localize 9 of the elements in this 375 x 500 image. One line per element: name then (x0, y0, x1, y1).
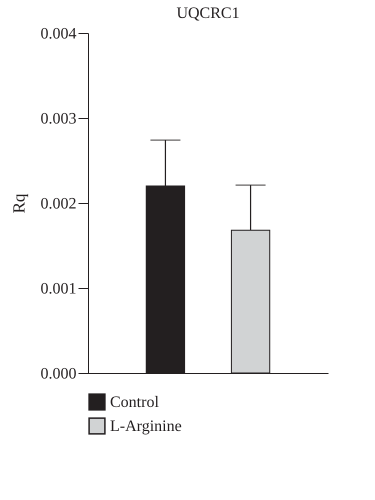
y-tick-label: 0.000 (40, 366, 76, 382)
legend-label: L-Arginine (110, 418, 182, 435)
y-tick-label: 0.004 (40, 26, 76, 42)
y-tick-label: 0.001 (40, 280, 76, 298)
chart-title: UQCRC1 (176, 5, 240, 22)
legend-label: Control (110, 394, 160, 411)
y-tick-label: 0.002 (40, 196, 76, 212)
y-axis-title: Rq (10, 193, 28, 214)
y-tick-label: 0.003 (40, 110, 76, 128)
